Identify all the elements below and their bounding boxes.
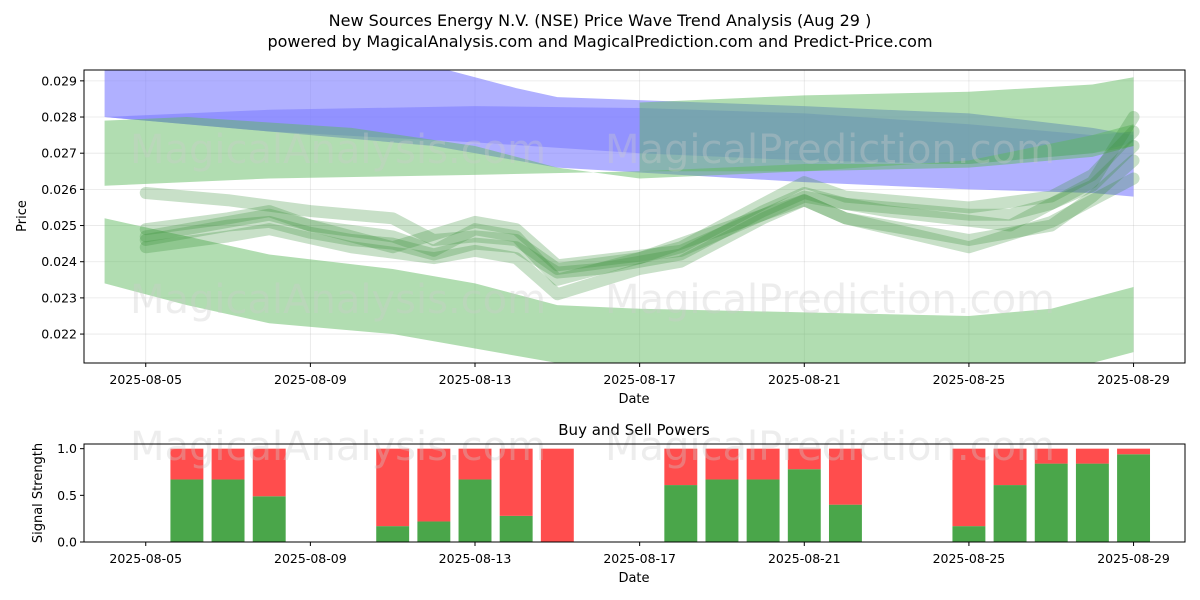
buy-power-bar (1034, 463, 1068, 542)
sell-power-bar (952, 448, 986, 527)
price-y-tick-label: 0.023 (41, 290, 77, 305)
buy-power-bar (828, 504, 862, 542)
price-wave-line (139, 154, 1140, 301)
price-wave-line (139, 139, 1140, 279)
sell-power-bar (664, 448, 698, 486)
price-y-tick-label: 0.022 (41, 327, 77, 342)
buy-power-bar (1117, 454, 1151, 542)
signal-panel: Buy and Sell Powers MagicalAnalysis.com … (31, 421, 1186, 586)
chart-subtitle: powered by MagicalAnalysis.com and Magic… (267, 32, 932, 51)
signal-x-tick-label: 2025-08-05 (109, 551, 182, 566)
buy-power-bar (252, 496, 286, 542)
buy-power-bar (170, 479, 204, 542)
price-y-tick-label: 0.024 (41, 254, 77, 269)
sell-power-bar (1117, 448, 1151, 455)
sell-power-bar (211, 448, 245, 480)
signal-x-tick-label: 2025-08-21 (768, 551, 841, 566)
signal-y-tick-label: 1.0 (57, 441, 77, 456)
signal-x-tick-label: 2025-08-13 (439, 551, 512, 566)
sell-power-bar (828, 448, 862, 505)
price-x-axis-label: Date (618, 392, 649, 407)
green-trend-band (104, 218, 1134, 363)
signal-y-tick-label: 0.0 (57, 535, 77, 550)
buy-power-bar (746, 479, 780, 542)
watermark-prediction-mid: MagicalPrediction.com (605, 277, 1055, 323)
chart-title: New Sources Energy N.V. (NSE) Price Wave… (329, 11, 872, 30)
signal-x-tick-label: 2025-08-09 (274, 551, 347, 566)
signal-x-tick-label: 2025-08-25 (933, 551, 1006, 566)
signal-plot-frame (83, 443, 1186, 543)
buy-power-bar (787, 469, 821, 542)
price-wave-line (139, 111, 1140, 272)
sell-power-bar (499, 448, 533, 516)
price-y-axis-label: Price (15, 200, 30, 232)
buy-power-bar (211, 479, 245, 542)
buy-power-bar (993, 485, 1027, 542)
watermark-prediction-bottom: MagicalPrediction.com (605, 424, 1055, 470)
watermark-analysis-mid: MagicalAnalysis.com (130, 277, 546, 323)
sell-power-bar (252, 448, 286, 497)
sell-power-bar (540, 448, 574, 542)
price-x-tick-label: 2025-08-29 (1097, 372, 1170, 387)
signal-x-axis-label: Date (618, 571, 649, 586)
buy-power-bar (664, 485, 698, 542)
sell-power-bar (705, 448, 739, 480)
price-y-tick-label: 0.026 (41, 182, 77, 197)
buy-power-bar (705, 479, 739, 542)
sell-power-bar (376, 448, 410, 527)
price-x-tick-label: 2025-08-25 (933, 372, 1006, 387)
signal-x-tick-label: 2025-08-17 (603, 551, 676, 566)
price-panel: MagicalAnalysis.com MagicalPrediction.co… (15, 69, 1186, 407)
price-x-tick-label: 2025-08-09 (274, 372, 347, 387)
watermark-prediction-top: MagicalPrediction.com (605, 127, 1055, 173)
price-wave-line (139, 125, 1140, 286)
sell-power-bar (170, 448, 204, 480)
buy-power-bar (952, 526, 986, 542)
price-x-tick-label: 2025-08-05 (109, 372, 182, 387)
sell-power-bar (1075, 448, 1109, 464)
signal-x-tick-label: 2025-08-29 (1097, 551, 1170, 566)
sell-power-bar (1034, 448, 1068, 464)
price-x-tick-label: 2025-08-17 (603, 372, 676, 387)
sell-power-bar (746, 448, 780, 480)
signal-y-tick-label: 0.5 (57, 488, 77, 503)
green-trend-band (104, 117, 1134, 186)
buy-power-bar (1075, 463, 1109, 542)
sell-power-bar (993, 448, 1027, 486)
watermark-analysis-bottom: MagicalAnalysis.com (130, 424, 546, 470)
buy-power-bar (499, 515, 533, 542)
price-x-tick-label: 2025-08-21 (768, 372, 841, 387)
price-y-tick-label: 0.029 (41, 73, 77, 88)
price-wave-line (139, 172, 1140, 275)
price-x-tick-label: 2025-08-13 (439, 372, 512, 387)
buy-power-bar (458, 479, 492, 542)
green-trend-band (639, 77, 1134, 172)
sell-power-bar (787, 448, 821, 470)
price-y-tick-label: 0.028 (41, 110, 77, 125)
watermark-analysis-top: MagicalAnalysis.com (130, 127, 546, 173)
price-y-tick-label: 0.025 (41, 218, 77, 233)
price-plot-frame (83, 69, 1186, 364)
signal-panel-title: Buy and Sell Powers (558, 421, 710, 439)
buy-power-bar (417, 521, 451, 542)
sell-power-bar (458, 448, 492, 480)
sell-power-bar (417, 448, 451, 522)
price-y-tick-label: 0.027 (41, 146, 77, 161)
signal-y-axis-label: Signal Strength (31, 443, 46, 543)
blue-trend-band (104, 106, 1134, 165)
buy-power-bar (376, 526, 410, 542)
